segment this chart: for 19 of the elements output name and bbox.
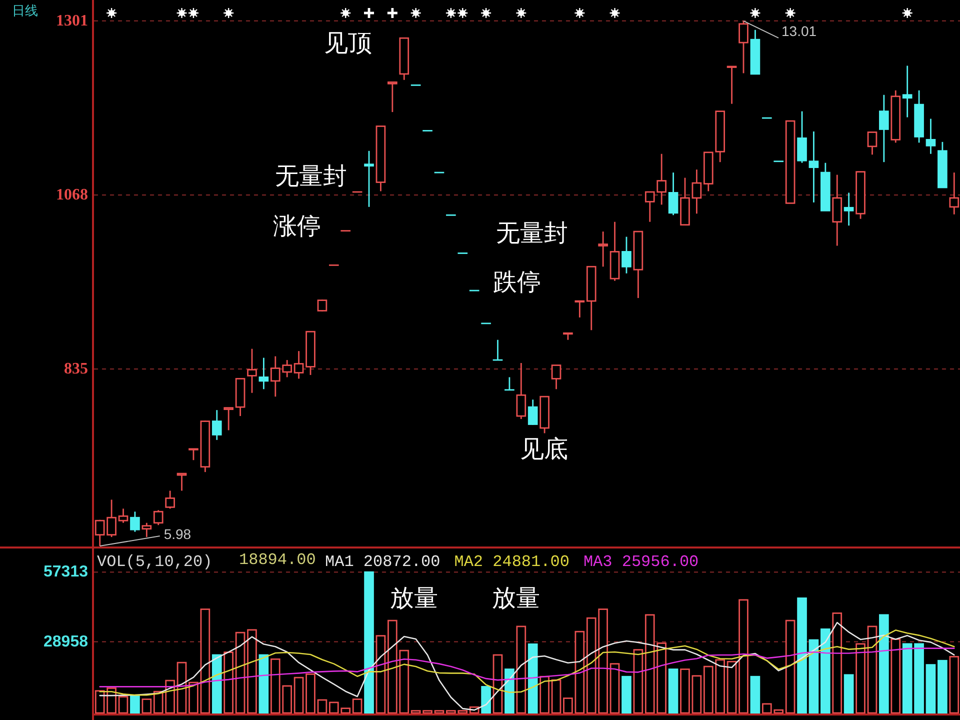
y-tick-label: 1301 — [56, 12, 88, 30]
annotation: 涨停 — [273, 214, 321, 240]
y-tick-label: 835 — [64, 360, 88, 378]
y-tick-label: 57313 — [44, 564, 88, 581]
legend: MA1 20872.00 MA2 24881.00 MA3 25956.00 — [325, 553, 699, 571]
chart-title: 日线 — [12, 3, 38, 18]
annotation: 跌停 — [493, 270, 541, 296]
y-tick-label: 28958 — [44, 633, 88, 650]
y-tick-label: 1068 — [56, 186, 88, 204]
annotation: 18894.00 — [239, 551, 316, 569]
annotation: 放量 — [492, 586, 540, 612]
annotation: 无量封 — [275, 164, 347, 190]
chart-title: VOL(5,10,20) — [97, 553, 212, 571]
annotation: 见顶 — [324, 31, 372, 57]
annotation: 放量 — [390, 586, 438, 612]
annotation: 13.01 — [782, 22, 817, 39]
annotation: 5.98 — [164, 526, 192, 542]
annotation: 见底 — [520, 437, 568, 463]
annotation: 无量封 — [496, 221, 568, 247]
